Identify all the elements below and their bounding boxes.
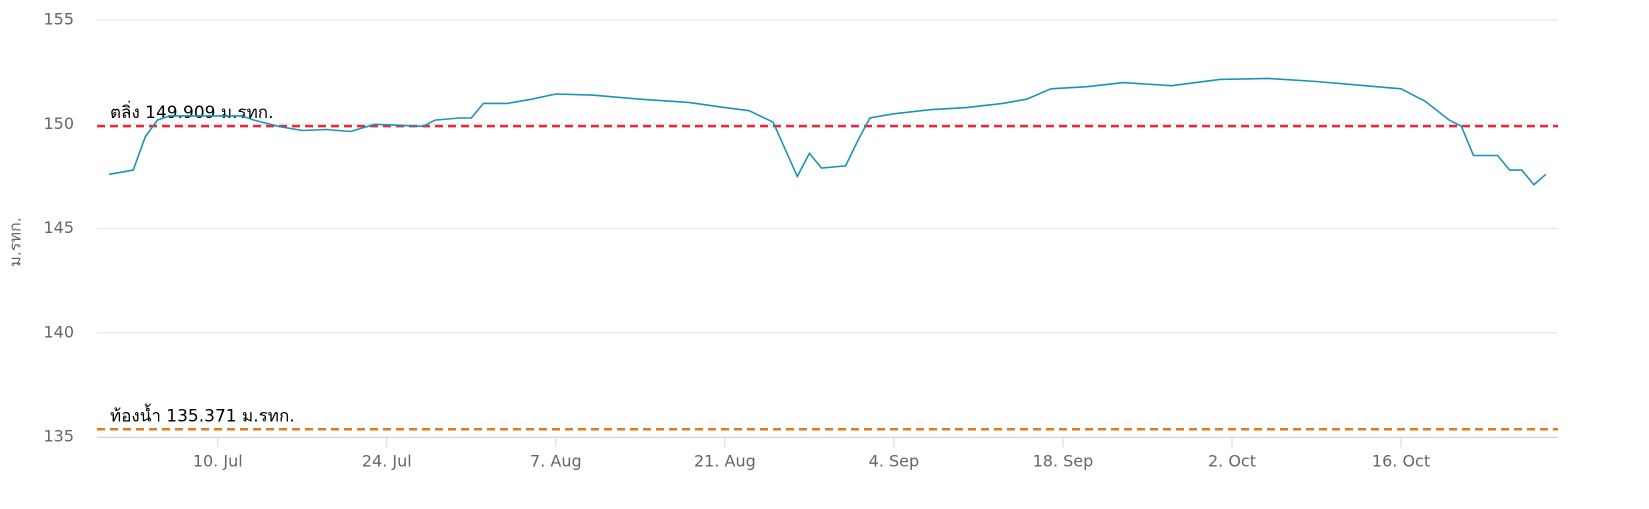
y-tick-label: 135 — [43, 427, 74, 446]
y-tick-label: 140 — [43, 322, 74, 341]
y-tick-label: 155 — [43, 10, 74, 29]
y-tick-label: 145 — [43, 218, 74, 237]
x-tick-label: 2. Oct — [1208, 452, 1256, 471]
y-tick-label: 150 — [43, 114, 74, 133]
series-line — [108, 77, 1547, 186]
x-tick-label: 10. Jul — [193, 452, 243, 471]
x-tick-label: 4. Sep — [869, 452, 920, 471]
x-tick-label: 18. Sep — [1033, 452, 1094, 471]
x-tick-label: 24. Jul — [362, 452, 412, 471]
x-tick-label: 7. Aug — [530, 452, 582, 471]
x-tick-label: 21. Aug — [694, 452, 756, 471]
plot-line-label: ตลิ่ง 149.909 ม.รทก. — [110, 100, 274, 123]
y-axis-title: ม.รทก. — [6, 217, 25, 267]
x-tick-label: 16. Oct — [1372, 452, 1430, 471]
plot-line-label: ท้องน้ำ 135.371 ม.รทก. — [110, 403, 295, 426]
